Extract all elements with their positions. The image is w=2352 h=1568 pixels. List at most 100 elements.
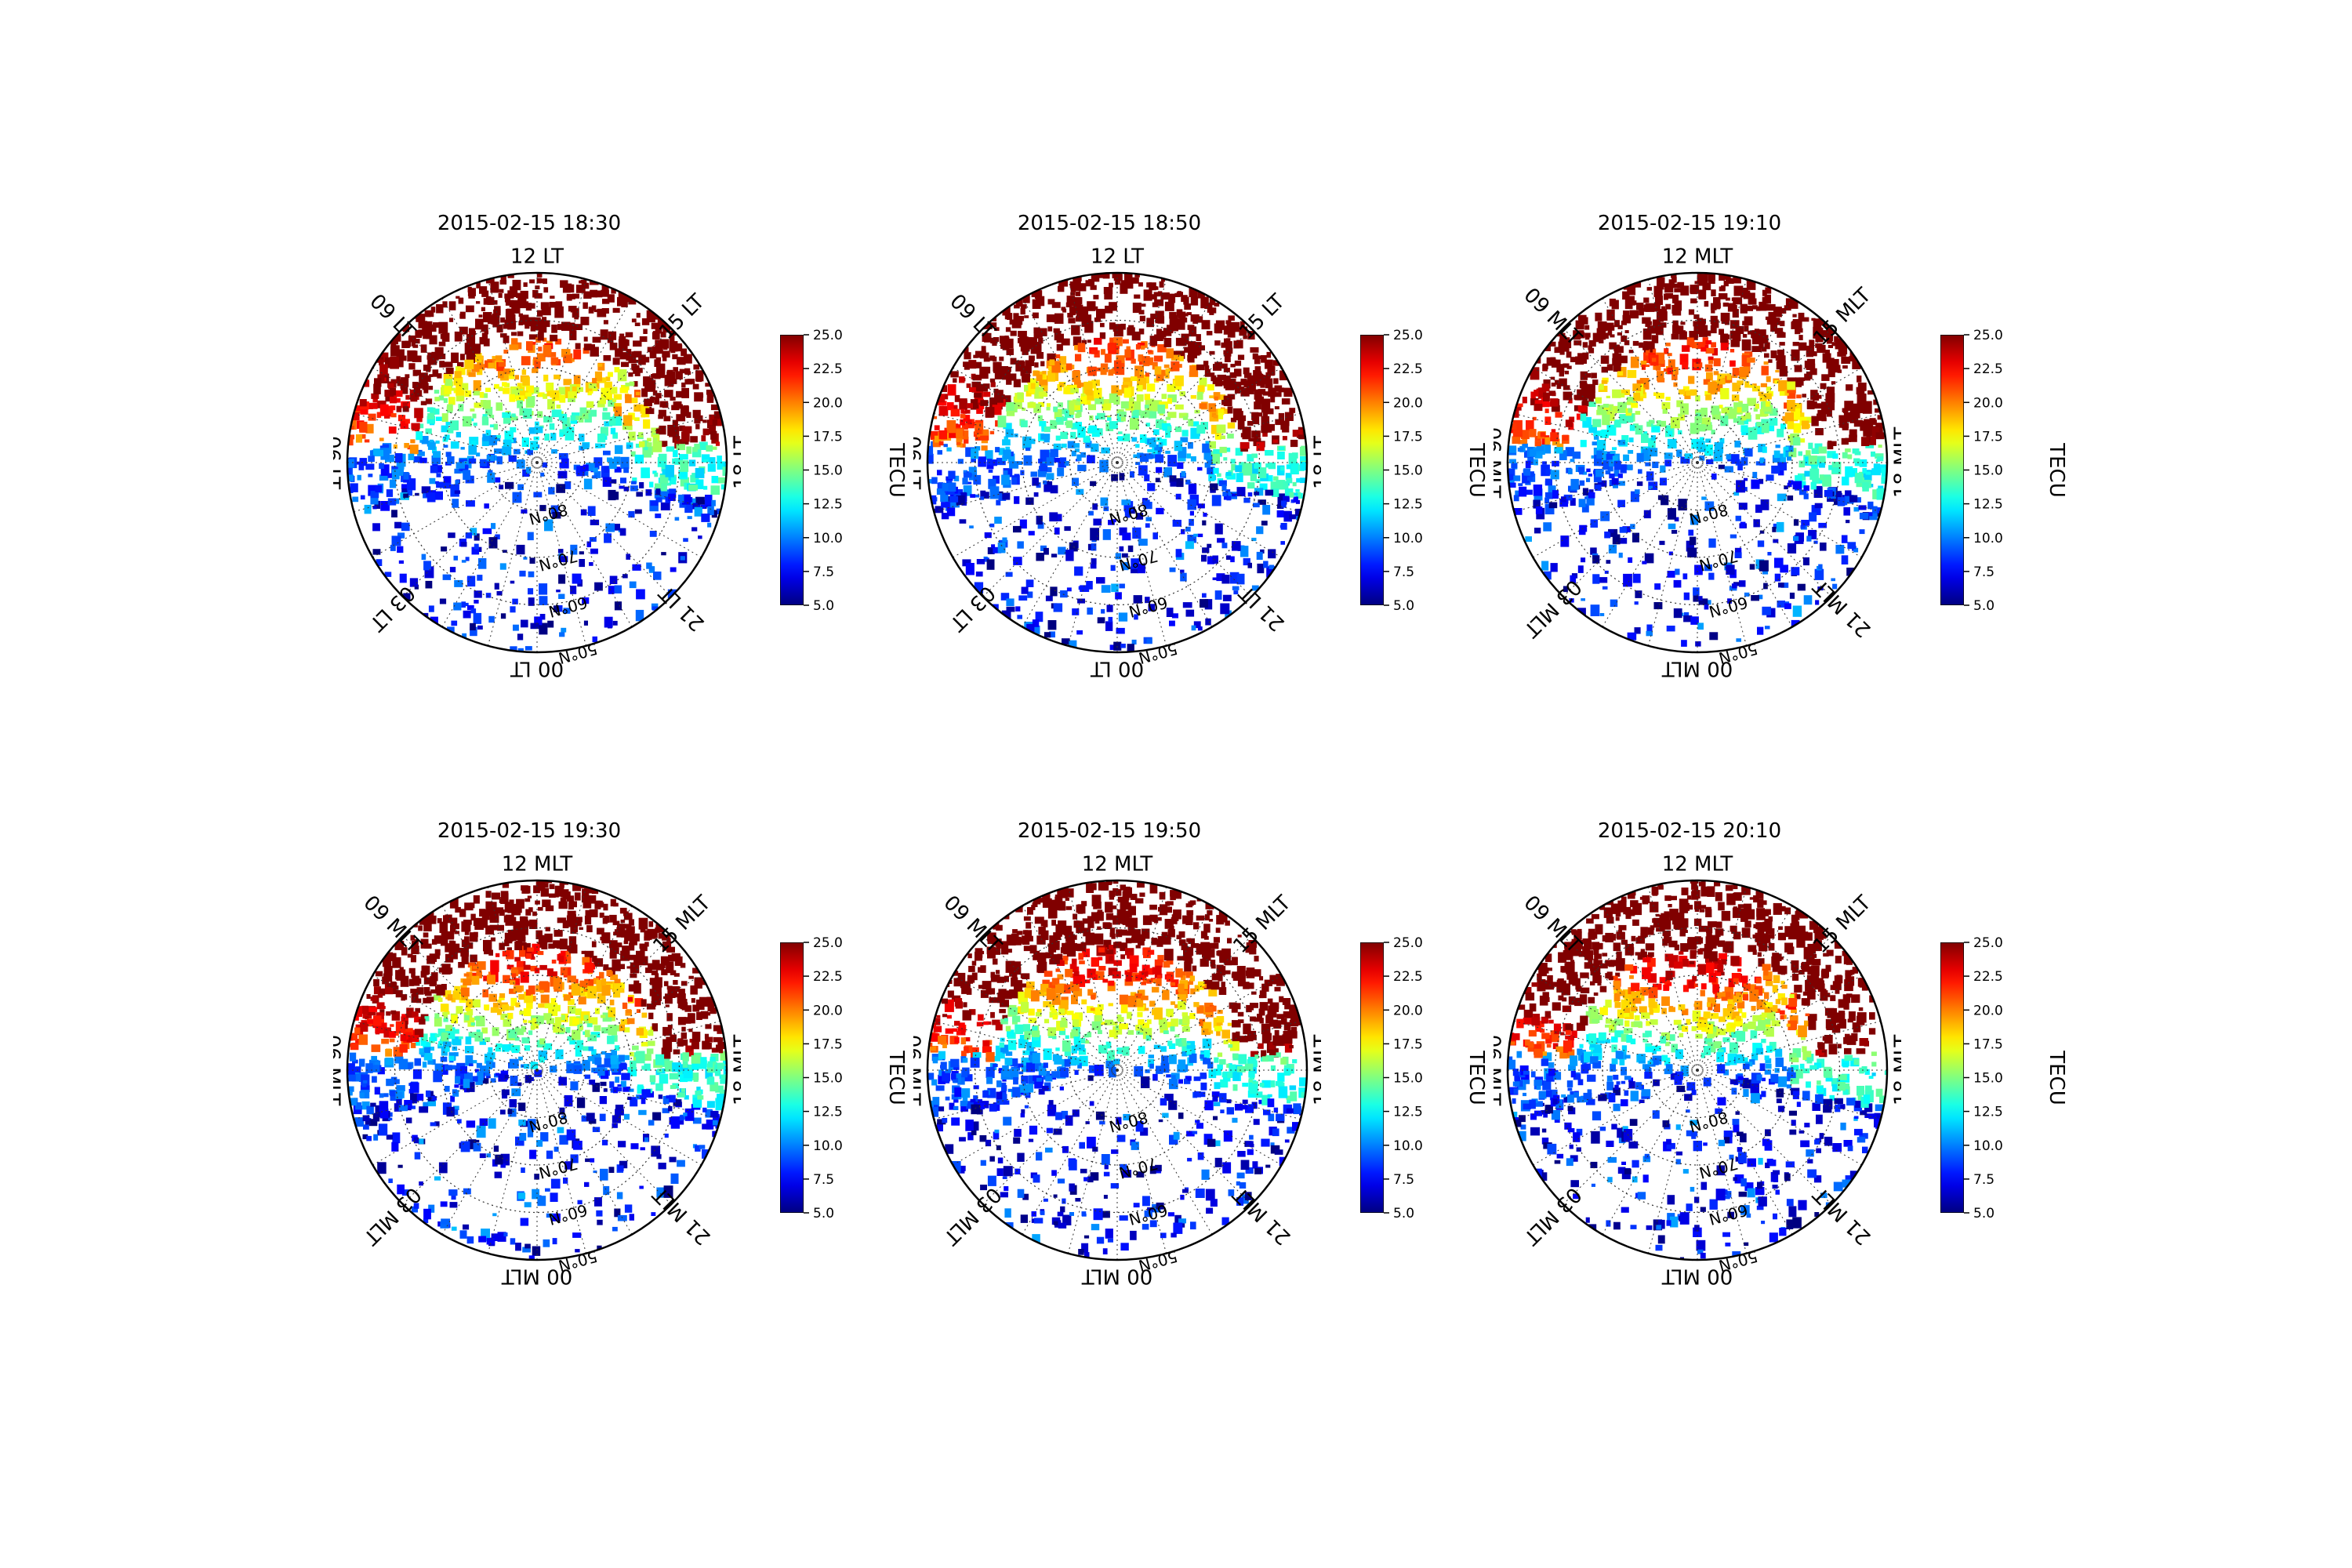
tec-cell: [542, 320, 550, 328]
tec-cell: [550, 1192, 558, 1202]
tec-cell: [599, 397, 606, 405]
tec-cell: [1094, 397, 1104, 405]
tec-cell: [707, 463, 716, 472]
tec-cell: [1563, 385, 1570, 390]
tec-cell: [1645, 462, 1651, 466]
tec-cell: [484, 330, 488, 335]
tec-cell: [1620, 464, 1627, 474]
tec-cell: [519, 946, 528, 957]
tec-cell: [1643, 352, 1653, 364]
tec-cell: [1221, 408, 1229, 414]
tec-cell: [550, 505, 559, 514]
tec-cell: [1751, 332, 1759, 339]
tec-cell: [492, 439, 498, 445]
tec-cell: [1720, 416, 1729, 426]
time-label: 18 MLT: [1891, 427, 1902, 499]
tec-cell: [1188, 355, 1195, 363]
tec-cell: [511, 290, 518, 297]
tec-cell: [615, 348, 623, 358]
tec-cell: [970, 399, 979, 410]
tec-cell: [389, 387, 397, 396]
tec-cell: [1205, 618, 1211, 626]
tec-cell: [543, 287, 549, 293]
tec-cell: [1606, 309, 1615, 321]
tec-cell: [556, 590, 561, 593]
tec-cell: [1597, 405, 1606, 415]
tec-cell: [1002, 368, 1011, 380]
tec-cell: [1037, 469, 1047, 477]
tec-cell: [488, 1047, 493, 1053]
tec-field: [347, 273, 727, 652]
tec-cell: [1530, 448, 1537, 456]
tec-cell: [1635, 489, 1640, 494]
tec-cell: [421, 554, 426, 561]
tec-cell: [1233, 590, 1239, 595]
tec-cell: [448, 397, 456, 405]
tec-cell: [1815, 343, 1823, 348]
tec-cell: [1146, 282, 1152, 288]
tec-cell: [1648, 437, 1656, 448]
tec-cell: [452, 1089, 457, 1094]
tec-cell: [663, 347, 668, 350]
meridian-line: [953, 367, 1118, 463]
meridian-line: [1116, 367, 1282, 463]
tec-cell: [1133, 595, 1142, 604]
tec-cell: [1046, 466, 1052, 473]
tec-cell: [570, 1154, 579, 1163]
tec-cell: [1181, 470, 1186, 477]
tec-cell: [423, 932, 429, 938]
tec-cell: [594, 1057, 602, 1065]
tec-cell: [980, 400, 989, 406]
tec-cell: [723, 1065, 727, 1075]
tec-cell: [372, 1076, 377, 1083]
tec-cell: [1159, 423, 1165, 430]
tec-cell: [968, 466, 977, 474]
tec-cell: [1630, 356, 1639, 368]
tec-cell: [510, 415, 517, 420]
tec-cell: [1075, 401, 1082, 405]
tec-cell: [1784, 412, 1794, 424]
tec-cell: [1849, 495, 1858, 503]
tec-cell: [657, 316, 667, 328]
tec-cell: [634, 322, 641, 326]
tec-cell: [1150, 314, 1156, 320]
tec-cell: [641, 1041, 648, 1047]
tec-cell: [652, 437, 658, 444]
tec-cell: [396, 469, 404, 476]
tec-cell: [1152, 294, 1157, 299]
tec-cell: [643, 328, 648, 334]
tec-cell: [691, 527, 698, 532]
tec-cell: [601, 1139, 608, 1145]
tec-cell: [1521, 430, 1530, 440]
tec-cell: [993, 546, 1002, 554]
tec-cell: [1711, 348, 1718, 356]
tec-cell: [981, 346, 986, 351]
tec-cell: [660, 339, 670, 349]
tec-cell: [1526, 420, 1534, 431]
tec-cell: [1517, 447, 1523, 452]
tec-cell: [556, 484, 565, 493]
tec-cell: [1164, 301, 1174, 311]
tec-cell: [441, 546, 448, 552]
tec-cell: [1563, 347, 1570, 352]
tec-cell: [1522, 473, 1530, 484]
tec-cell: [1809, 468, 1820, 481]
tec-cell: [1814, 568, 1824, 580]
tec-cell: [488, 615, 495, 623]
tec-cell: [1037, 522, 1044, 529]
tec-cell: [349, 426, 354, 430]
tec-cell: [549, 423, 555, 430]
tec-cell: [570, 1081, 579, 1091]
tec-cell: [1808, 442, 1813, 449]
tec-cell: [549, 302, 559, 308]
panel-1: 2015-02-15 18:30 80°N 70°N 60°N 50°N 12 LT 09…: [333, 212, 913, 713]
tec-cell: [1236, 473, 1243, 482]
tec-cell: [619, 352, 628, 360]
tec-cell: [1022, 436, 1032, 449]
tec-cell: [474, 931, 478, 938]
tec-cell: [1051, 361, 1061, 373]
tec-cell: [492, 299, 498, 305]
tec-cell: [682, 1052, 689, 1062]
tec-cell: [443, 397, 448, 403]
